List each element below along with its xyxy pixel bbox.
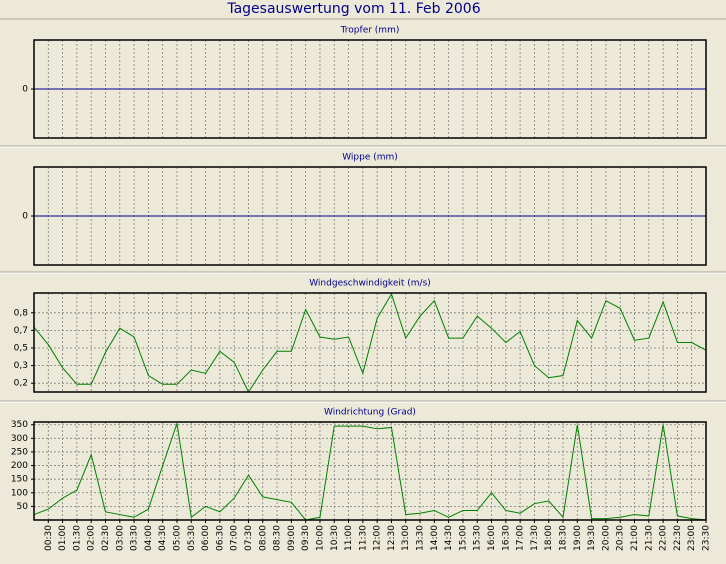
x-tick-label: 06:30	[215, 525, 225, 551]
x-tick-label: 10:00	[315, 525, 325, 551]
y-tick-label: 150	[11, 475, 28, 485]
panel-title: Tropfer (mm)	[340, 26, 400, 36]
data-line	[33, 423, 707, 521]
plot-frame	[33, 166, 707, 266]
y-tick-label: 100	[11, 488, 28, 498]
x-tick-label: 05:00	[172, 525, 182, 551]
plot-frame	[33, 292, 707, 393]
x-tick-label: 19:30	[587, 525, 597, 551]
page-title: Tagesauswertung vom 11. Feb 2006	[226, 1, 480, 17]
x-tick-label: 05:30	[187, 525, 197, 551]
x-tick-label: 22:30	[673, 525, 683, 551]
y-tick-label: 0,3	[14, 361, 28, 371]
x-tick-label: 00:30	[44, 525, 54, 551]
x-tick-label: 02:00	[87, 525, 97, 551]
x-tick-label: 22:00	[659, 525, 669, 551]
y-tick-label: 0,8	[14, 308, 29, 318]
x-tick-label: 17:00	[516, 525, 526, 551]
y-tick-label: 0,7	[14, 326, 28, 336]
x-tick-label: 15:00	[458, 525, 468, 551]
x-tick-label: 11:30	[358, 525, 368, 551]
x-tick-label: 04:30	[158, 525, 168, 551]
x-tick-label: 07:30	[244, 525, 254, 551]
panel-title: Windgeschwindigkeit (m/s)	[309, 279, 431, 289]
y-tick-label: 0	[22, 212, 28, 222]
x-tick-label: 21:30	[644, 525, 654, 551]
x-tick-label: 01:00	[58, 525, 68, 551]
x-tick-label: 13:00	[401, 525, 411, 551]
x-tick-label: 08:00	[258, 525, 268, 551]
x-tick-label: 09:00	[287, 525, 297, 551]
x-tick-label: 03:30	[130, 525, 140, 551]
y-tick-label: 0	[22, 85, 28, 95]
x-tick-label: 12:00	[373, 525, 383, 551]
x-tick-label: 01:30	[72, 525, 82, 551]
panel-title: Windrichtung (Grad)	[324, 408, 416, 418]
x-tick-label: 15:30	[473, 525, 483, 551]
x-tick-label: 08:30	[273, 525, 283, 551]
plot-frame	[33, 39, 707, 139]
x-tick-label: 14:30	[444, 525, 454, 551]
x-tick-label: 11:00	[344, 525, 354, 551]
x-tick-label: 06:00	[201, 525, 211, 551]
x-tick-label: 18:30	[559, 525, 569, 551]
x-tick-label: 02:30	[101, 525, 111, 551]
x-tick-label: 03:00	[115, 525, 125, 551]
x-tick-label: 21:00	[630, 525, 640, 551]
y-tick-label: 0,5	[14, 344, 28, 354]
x-tick-label: 18:00	[544, 525, 554, 551]
y-tick-label: 0,2	[14, 379, 28, 389]
y-tick-label: 300	[11, 434, 28, 444]
x-tick-label: 13:30	[416, 525, 426, 551]
x-tick-label: 16:00	[487, 525, 497, 551]
x-tick-label: 23:30	[702, 525, 712, 551]
y-tick-label: 200	[11, 461, 28, 471]
x-tick-label: 17:30	[530, 525, 540, 551]
x-tick-label: 07:00	[230, 525, 240, 551]
x-tick-label: 14:00	[430, 525, 440, 551]
x-tick-label: 20:30	[616, 525, 626, 551]
x-tick-label: 19:00	[573, 525, 583, 551]
y-tick-label: 350	[11, 420, 28, 430]
data-line	[33, 292, 707, 394]
y-tick-label: 250	[11, 447, 28, 457]
y-tick-label: 50	[17, 502, 29, 512]
x-tick-label: 20:00	[601, 525, 611, 551]
x-tick-label: 04:00	[144, 525, 154, 551]
x-tick-label: 09:30	[301, 525, 311, 551]
x-tick-label: 23:00	[687, 525, 697, 551]
panel-title: Wippe (mm)	[342, 153, 398, 163]
x-tick-label: 16:30	[501, 525, 511, 551]
x-tick-label: 10:30	[330, 525, 340, 551]
plot-frame	[33, 421, 707, 521]
x-tick-label: 12:30	[387, 525, 397, 551]
